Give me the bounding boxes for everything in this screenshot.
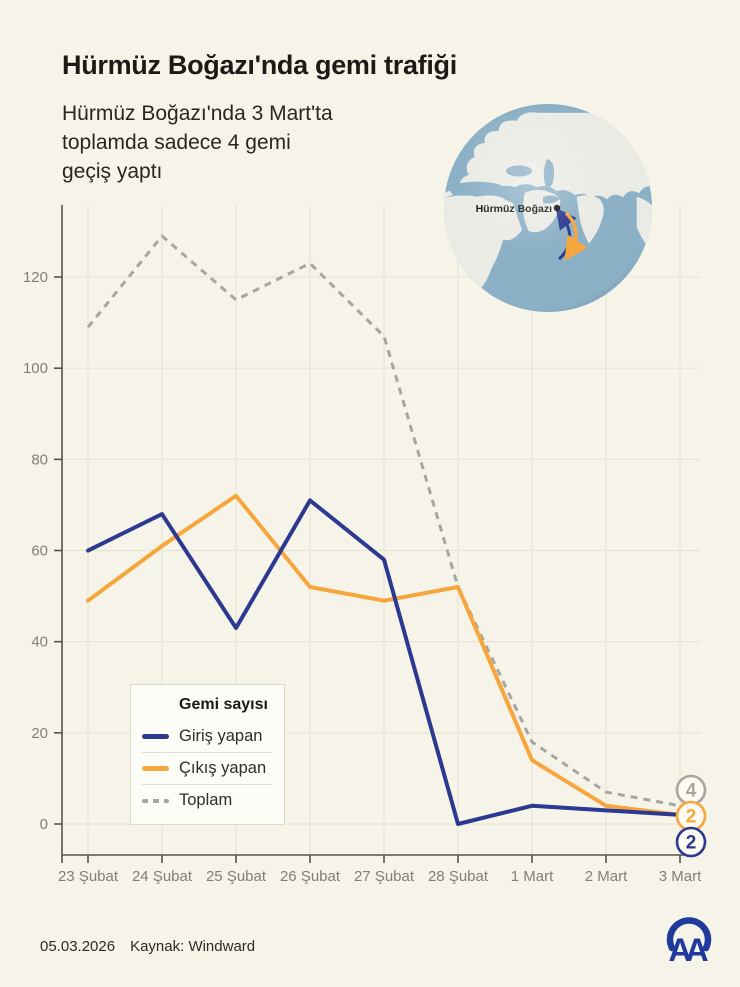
svg-text:2: 2 xyxy=(686,807,697,828)
y-axis-labels: 0 20 40 60 80 100 120 xyxy=(23,269,48,833)
svg-text:2: 2 xyxy=(686,833,697,854)
end-value-badge: 2 xyxy=(675,800,707,832)
subtitle-line: Hürmüz Boğazı'nda 3 Mart'ta xyxy=(62,102,333,125)
legend-label: Giriş yapan xyxy=(179,727,263,745)
svg-text:2 Mart: 2 Mart xyxy=(585,868,628,885)
footer: 05.03.2026 Kaynak: Windward xyxy=(40,938,255,955)
subtitle-line: toplamda sadece 4 gemi xyxy=(62,131,291,154)
svg-text:60: 60 xyxy=(31,543,48,560)
legend-label: Toplam xyxy=(179,791,233,809)
publish-date: 05.03.2026 xyxy=(40,938,116,955)
line-swatch-icon xyxy=(142,734,169,739)
svg-text:26 Şubat: 26 Şubat xyxy=(280,868,341,885)
page-subtitle: Hürmüz Boğazı'nda 3 Mart'ta toplamda sad… xyxy=(62,99,333,186)
legend-title: Gemi sayısı xyxy=(179,696,268,713)
legend-item-2: Toplam xyxy=(142,785,273,816)
axes xyxy=(54,205,697,863)
svg-text:100: 100 xyxy=(23,360,48,377)
legend-label: Çıkış yapan xyxy=(179,759,267,777)
svg-text:120: 120 xyxy=(23,269,48,286)
aa-agency-logo-icon: A A xyxy=(666,917,712,965)
x-axis-labels: 23 Şubat 24 Şubat 25 Şubat 26 Şubat 27 Şubat… xyxy=(58,868,702,885)
globe-locator-map: Hürmüz Boğazı xyxy=(444,104,652,312)
series-line-1 xyxy=(86,493,682,817)
svg-text:40: 40 xyxy=(31,634,48,651)
legend-item-1: Çıkış yapan xyxy=(142,753,273,785)
series-line-0 xyxy=(86,498,682,826)
svg-text:28 Şubat: 28 Şubat xyxy=(428,868,489,885)
svg-text:23 Şubat: 23 Şubat xyxy=(58,868,119,885)
svg-text:0: 0 xyxy=(40,816,48,833)
dashed-line-swatch-icon xyxy=(142,798,169,803)
chart-legend: Gemi sayısı Giriş yapan Çıkış yapan Toplam xyxy=(130,684,285,825)
svg-text:4: 4 xyxy=(686,781,697,802)
svg-text:A: A xyxy=(685,932,708,965)
source-credit: Kaynak: Windward xyxy=(130,938,256,955)
legend-item-0: Giriş yapan xyxy=(142,721,273,753)
globe-shading xyxy=(444,104,652,312)
end-value-badge: 2 xyxy=(675,826,707,858)
svg-text:20: 20 xyxy=(31,725,48,742)
svg-text:3 Mart: 3 Mart xyxy=(659,868,702,885)
end-value-badge: 4 xyxy=(675,774,707,806)
svg-text:27 Şubat: 27 Şubat xyxy=(354,868,415,885)
svg-text:A: A xyxy=(668,932,691,965)
gridlines xyxy=(62,205,700,855)
svg-text:25 Şubat: 25 Şubat xyxy=(206,868,267,885)
series-line-2 xyxy=(86,234,681,808)
svg-text:80: 80 xyxy=(31,451,48,468)
svg-text:24 Şubat: 24 Şubat xyxy=(132,868,193,885)
svg-text:1 Mart: 1 Mart xyxy=(511,868,554,885)
line-swatch-icon xyxy=(142,766,169,771)
subtitle-line: geçiş yaptı xyxy=(62,160,163,183)
page-title: Hürmüz Boğazı'nda gemi trafiği xyxy=(62,50,457,80)
